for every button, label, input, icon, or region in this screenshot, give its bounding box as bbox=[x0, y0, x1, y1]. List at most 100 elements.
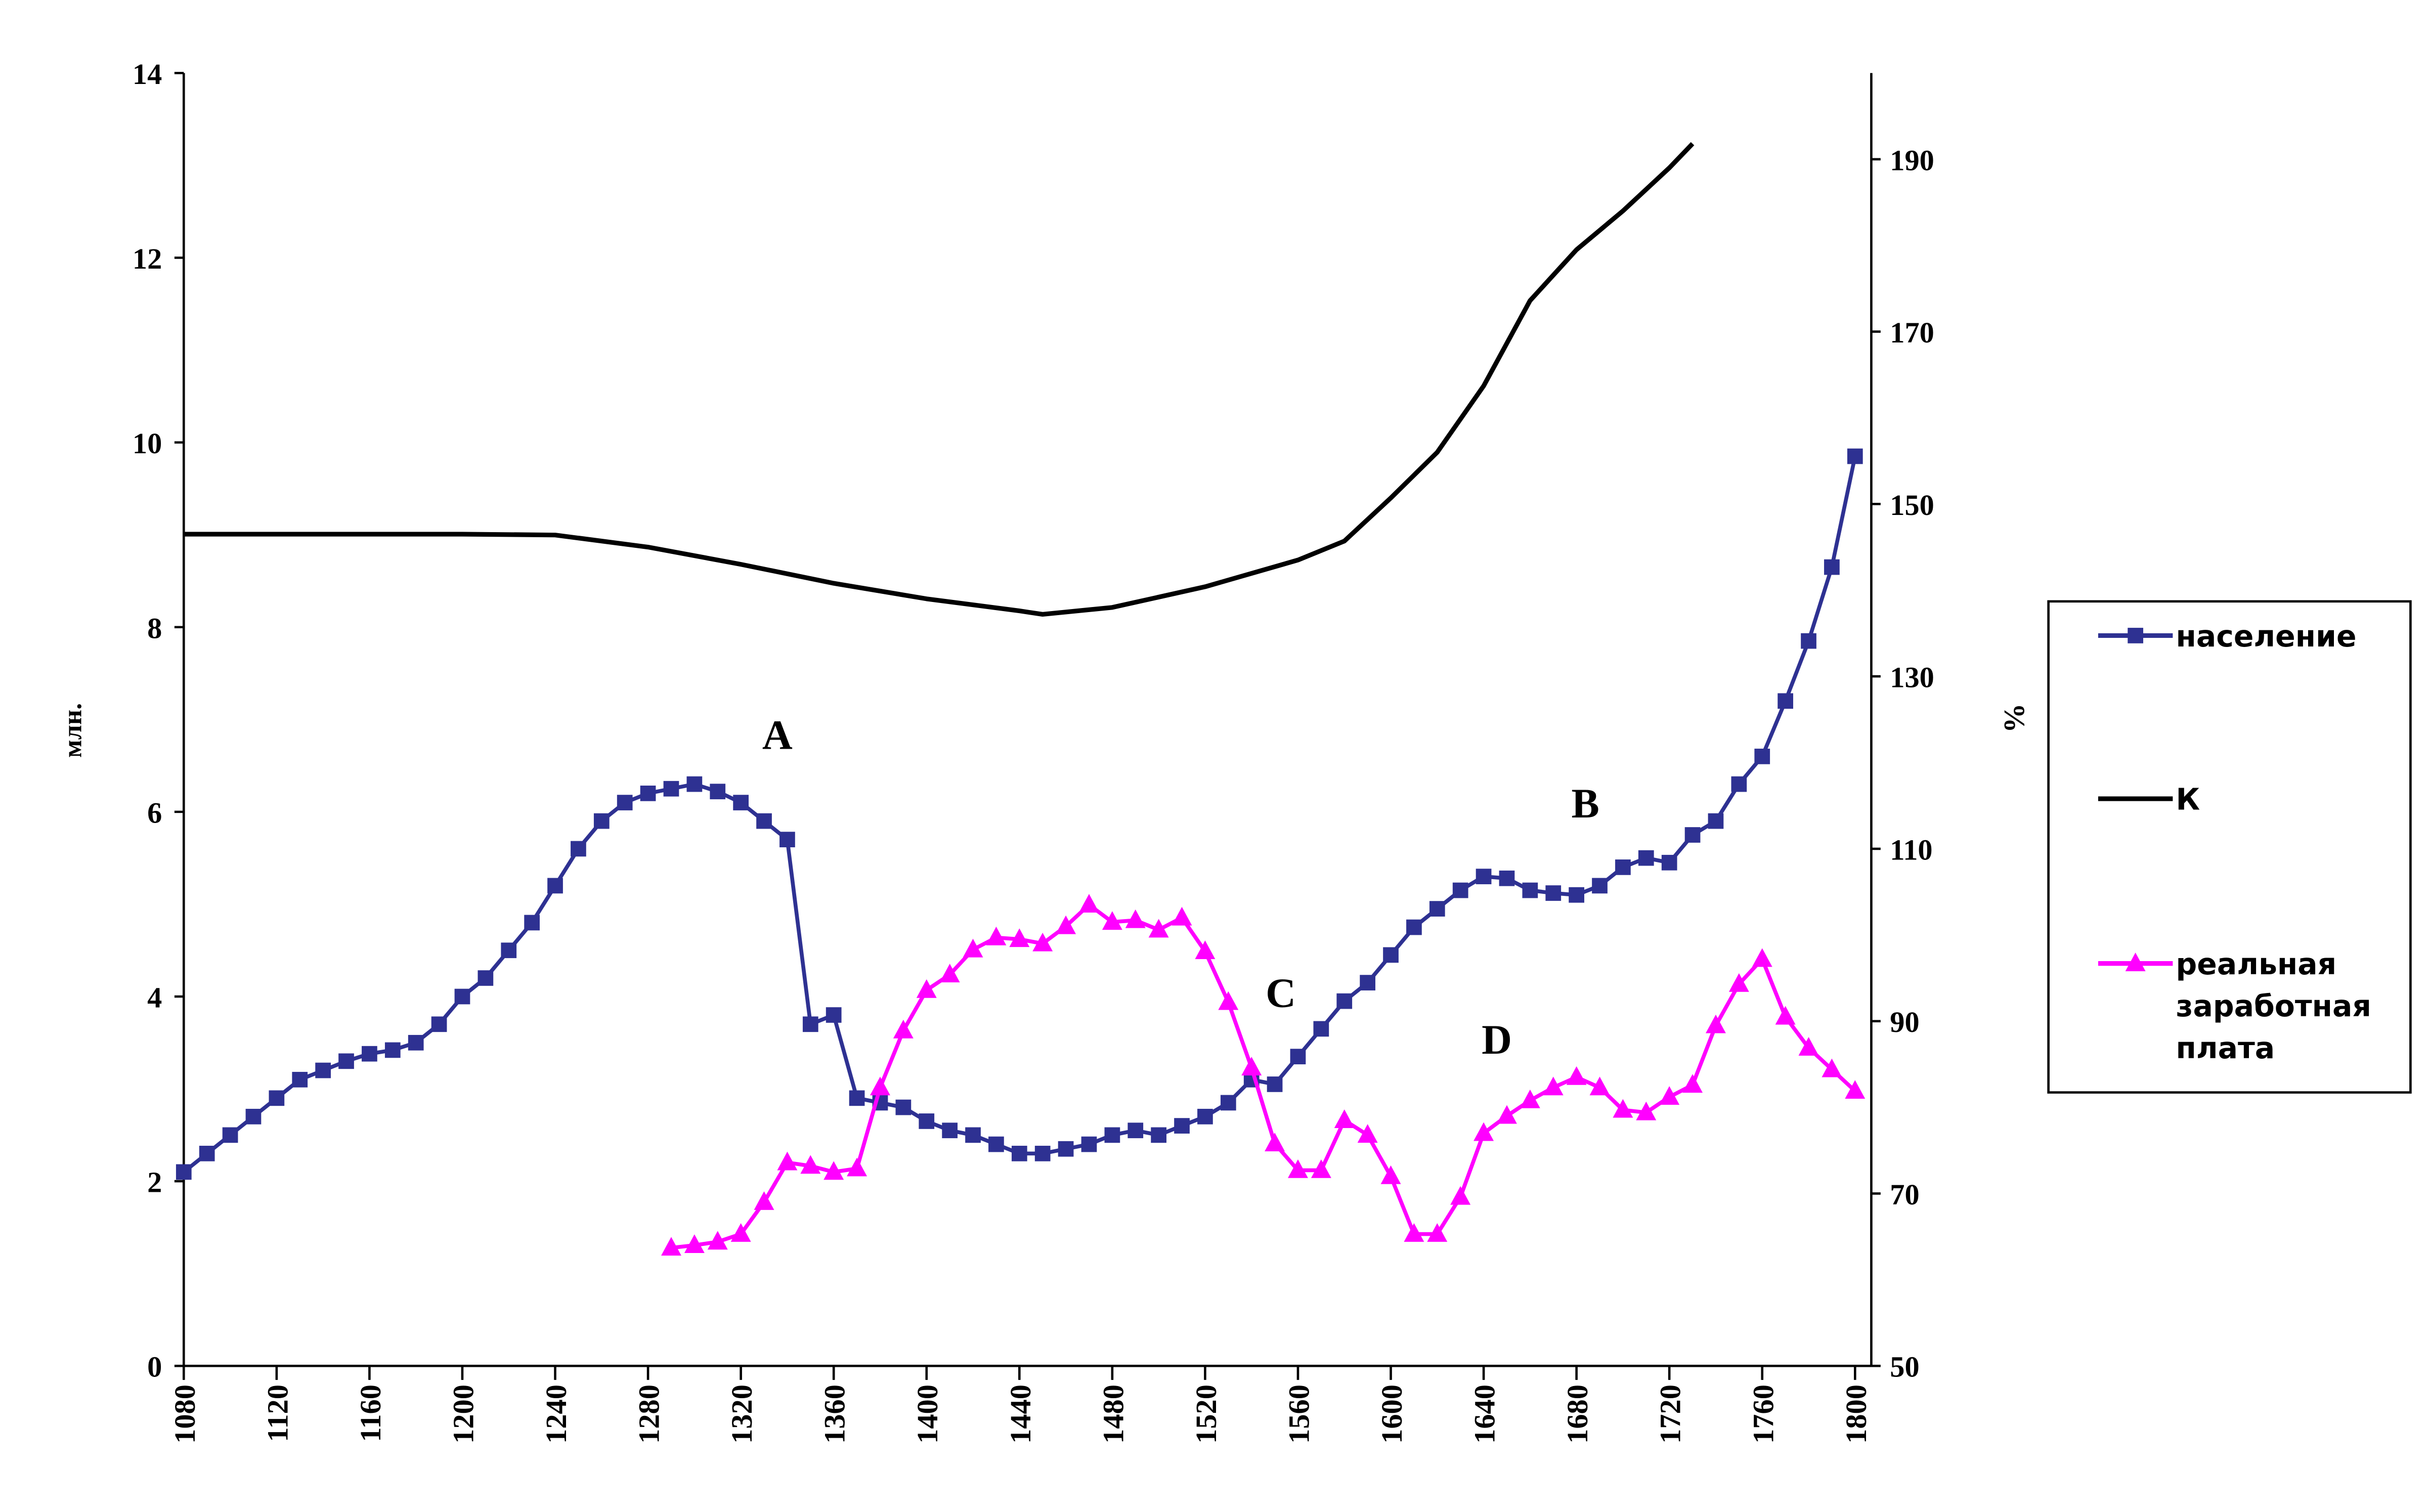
marker bbox=[823, 1161, 844, 1180]
marker bbox=[1288, 1159, 1308, 1178]
marker bbox=[1128, 1122, 1144, 1139]
marker bbox=[800, 1155, 821, 1174]
marker bbox=[1081, 1136, 1097, 1152]
marker bbox=[199, 1145, 215, 1161]
legend-label: реальная заработная плата bbox=[2176, 947, 2371, 1065]
y2-tick-label: 190 bbox=[1890, 144, 1934, 177]
marker bbox=[1566, 1066, 1587, 1085]
marker bbox=[1406, 919, 1422, 935]
marker bbox=[1357, 1124, 1378, 1143]
marker bbox=[1265, 1133, 1285, 1151]
marker bbox=[707, 1231, 728, 1250]
marker bbox=[1822, 1058, 1842, 1077]
marker bbox=[1334, 1109, 1355, 1128]
x-tick-label: 1560 bbox=[1282, 1385, 1315, 1444]
marker bbox=[1218, 991, 1239, 1010]
marker bbox=[1404, 1223, 1424, 1242]
annotation: C bbox=[1266, 970, 1296, 1016]
marker bbox=[1520, 1089, 1540, 1108]
x-tick-label: 1440 bbox=[1004, 1385, 1037, 1444]
x-tick-label: 1320 bbox=[725, 1385, 758, 1444]
marker bbox=[408, 1034, 424, 1051]
y-axis-label: млн. bbox=[58, 703, 88, 758]
y-tick-label: 0 bbox=[147, 1351, 162, 1384]
marker bbox=[1174, 1118, 1190, 1134]
x-tick-label: 1280 bbox=[633, 1385, 666, 1444]
x-tick-label: 1400 bbox=[911, 1385, 944, 1444]
marker bbox=[454, 988, 470, 1005]
marker bbox=[640, 785, 656, 801]
marker bbox=[1798, 1036, 1819, 1056]
marker bbox=[1034, 1145, 1051, 1161]
series-line bbox=[184, 142, 1695, 617]
marker bbox=[1801, 633, 1816, 649]
x-tick-label: 1240 bbox=[540, 1385, 573, 1444]
marker bbox=[870, 1076, 890, 1096]
x-tick-label: 1720 bbox=[1654, 1385, 1687, 1444]
marker bbox=[1661, 854, 1677, 871]
marker bbox=[1427, 1223, 1448, 1242]
marker bbox=[1104, 1127, 1120, 1143]
marker bbox=[733, 795, 749, 810]
marker bbox=[1011, 1145, 1027, 1161]
marker bbox=[1290, 1049, 1306, 1065]
y2-tick-label: 110 bbox=[1890, 833, 1932, 866]
legend-label: население bbox=[2176, 619, 2357, 654]
marker bbox=[315, 1062, 331, 1078]
marker bbox=[826, 1007, 842, 1023]
y-tick-label: 6 bbox=[147, 796, 162, 829]
marker bbox=[754, 1191, 774, 1210]
y-tick-label: 8 bbox=[147, 612, 162, 644]
y-tick-label: 14 bbox=[133, 58, 162, 91]
marker bbox=[1360, 975, 1376, 990]
marker bbox=[1336, 993, 1353, 1009]
marker bbox=[939, 964, 960, 983]
y2-tick-label: 50 bbox=[1890, 1351, 1919, 1384]
marker bbox=[1592, 878, 1608, 894]
marker bbox=[710, 784, 726, 800]
y2-tick-label: 150 bbox=[1890, 489, 1934, 522]
marker bbox=[384, 1042, 401, 1058]
marker bbox=[1543, 1076, 1564, 1096]
marker bbox=[986, 926, 1007, 945]
marker bbox=[1311, 1159, 1331, 1178]
marker bbox=[916, 979, 937, 998]
marker bbox=[895, 1099, 912, 1115]
y2-tick-label: 90 bbox=[1890, 1006, 1919, 1039]
marker bbox=[1102, 911, 1122, 930]
marker bbox=[893, 1019, 914, 1039]
marker bbox=[1267, 1076, 1283, 1092]
marker bbox=[779, 832, 795, 847]
marker bbox=[1638, 850, 1654, 866]
x-tick-label: 1360 bbox=[818, 1385, 851, 1444]
marker bbox=[919, 1113, 935, 1129]
marker bbox=[777, 1151, 798, 1171]
marker bbox=[1731, 776, 1747, 792]
x-tick-label: 1640 bbox=[1468, 1385, 1501, 1444]
marker bbox=[1545, 885, 1562, 901]
marker bbox=[1775, 1006, 1796, 1025]
marker bbox=[1777, 693, 1794, 709]
marker bbox=[1056, 915, 1076, 934]
marker bbox=[1682, 1074, 1703, 1093]
marker bbox=[661, 1237, 681, 1256]
marker bbox=[1079, 894, 1099, 913]
marker bbox=[802, 1016, 818, 1032]
marker bbox=[1450, 1186, 1471, 1205]
marker bbox=[847, 1157, 868, 1177]
marker bbox=[1383, 947, 1399, 963]
marker bbox=[1380, 1165, 1401, 1184]
marker bbox=[1197, 1108, 1213, 1125]
marker bbox=[1429, 901, 1445, 917]
x-tick-label: 1760 bbox=[1747, 1385, 1780, 1444]
legend-marker bbox=[2128, 628, 2144, 643]
marker bbox=[849, 1090, 865, 1106]
marker bbox=[245, 1108, 262, 1125]
marker bbox=[176, 1164, 192, 1180]
marker bbox=[1497, 1105, 1517, 1124]
series-line bbox=[671, 902, 1856, 1250]
marker bbox=[1728, 973, 1749, 992]
marker bbox=[730, 1223, 751, 1242]
marker bbox=[1569, 887, 1585, 903]
y2-tick-label: 130 bbox=[1890, 661, 1934, 694]
